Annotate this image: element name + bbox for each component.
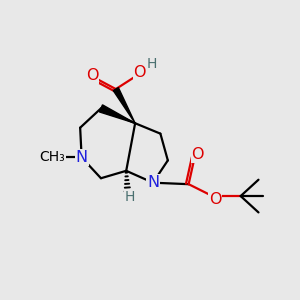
Text: N: N bbox=[76, 150, 88, 165]
Polygon shape bbox=[99, 105, 135, 123]
Text: O: O bbox=[86, 68, 98, 83]
Polygon shape bbox=[113, 88, 135, 123]
Text: O: O bbox=[209, 191, 222, 206]
Text: O: O bbox=[133, 65, 146, 80]
Text: O: O bbox=[191, 147, 204, 162]
Text: N: N bbox=[147, 175, 159, 190]
Text: H: H bbox=[147, 57, 157, 71]
Text: H: H bbox=[124, 190, 135, 204]
Text: CH₃: CH₃ bbox=[40, 150, 65, 164]
